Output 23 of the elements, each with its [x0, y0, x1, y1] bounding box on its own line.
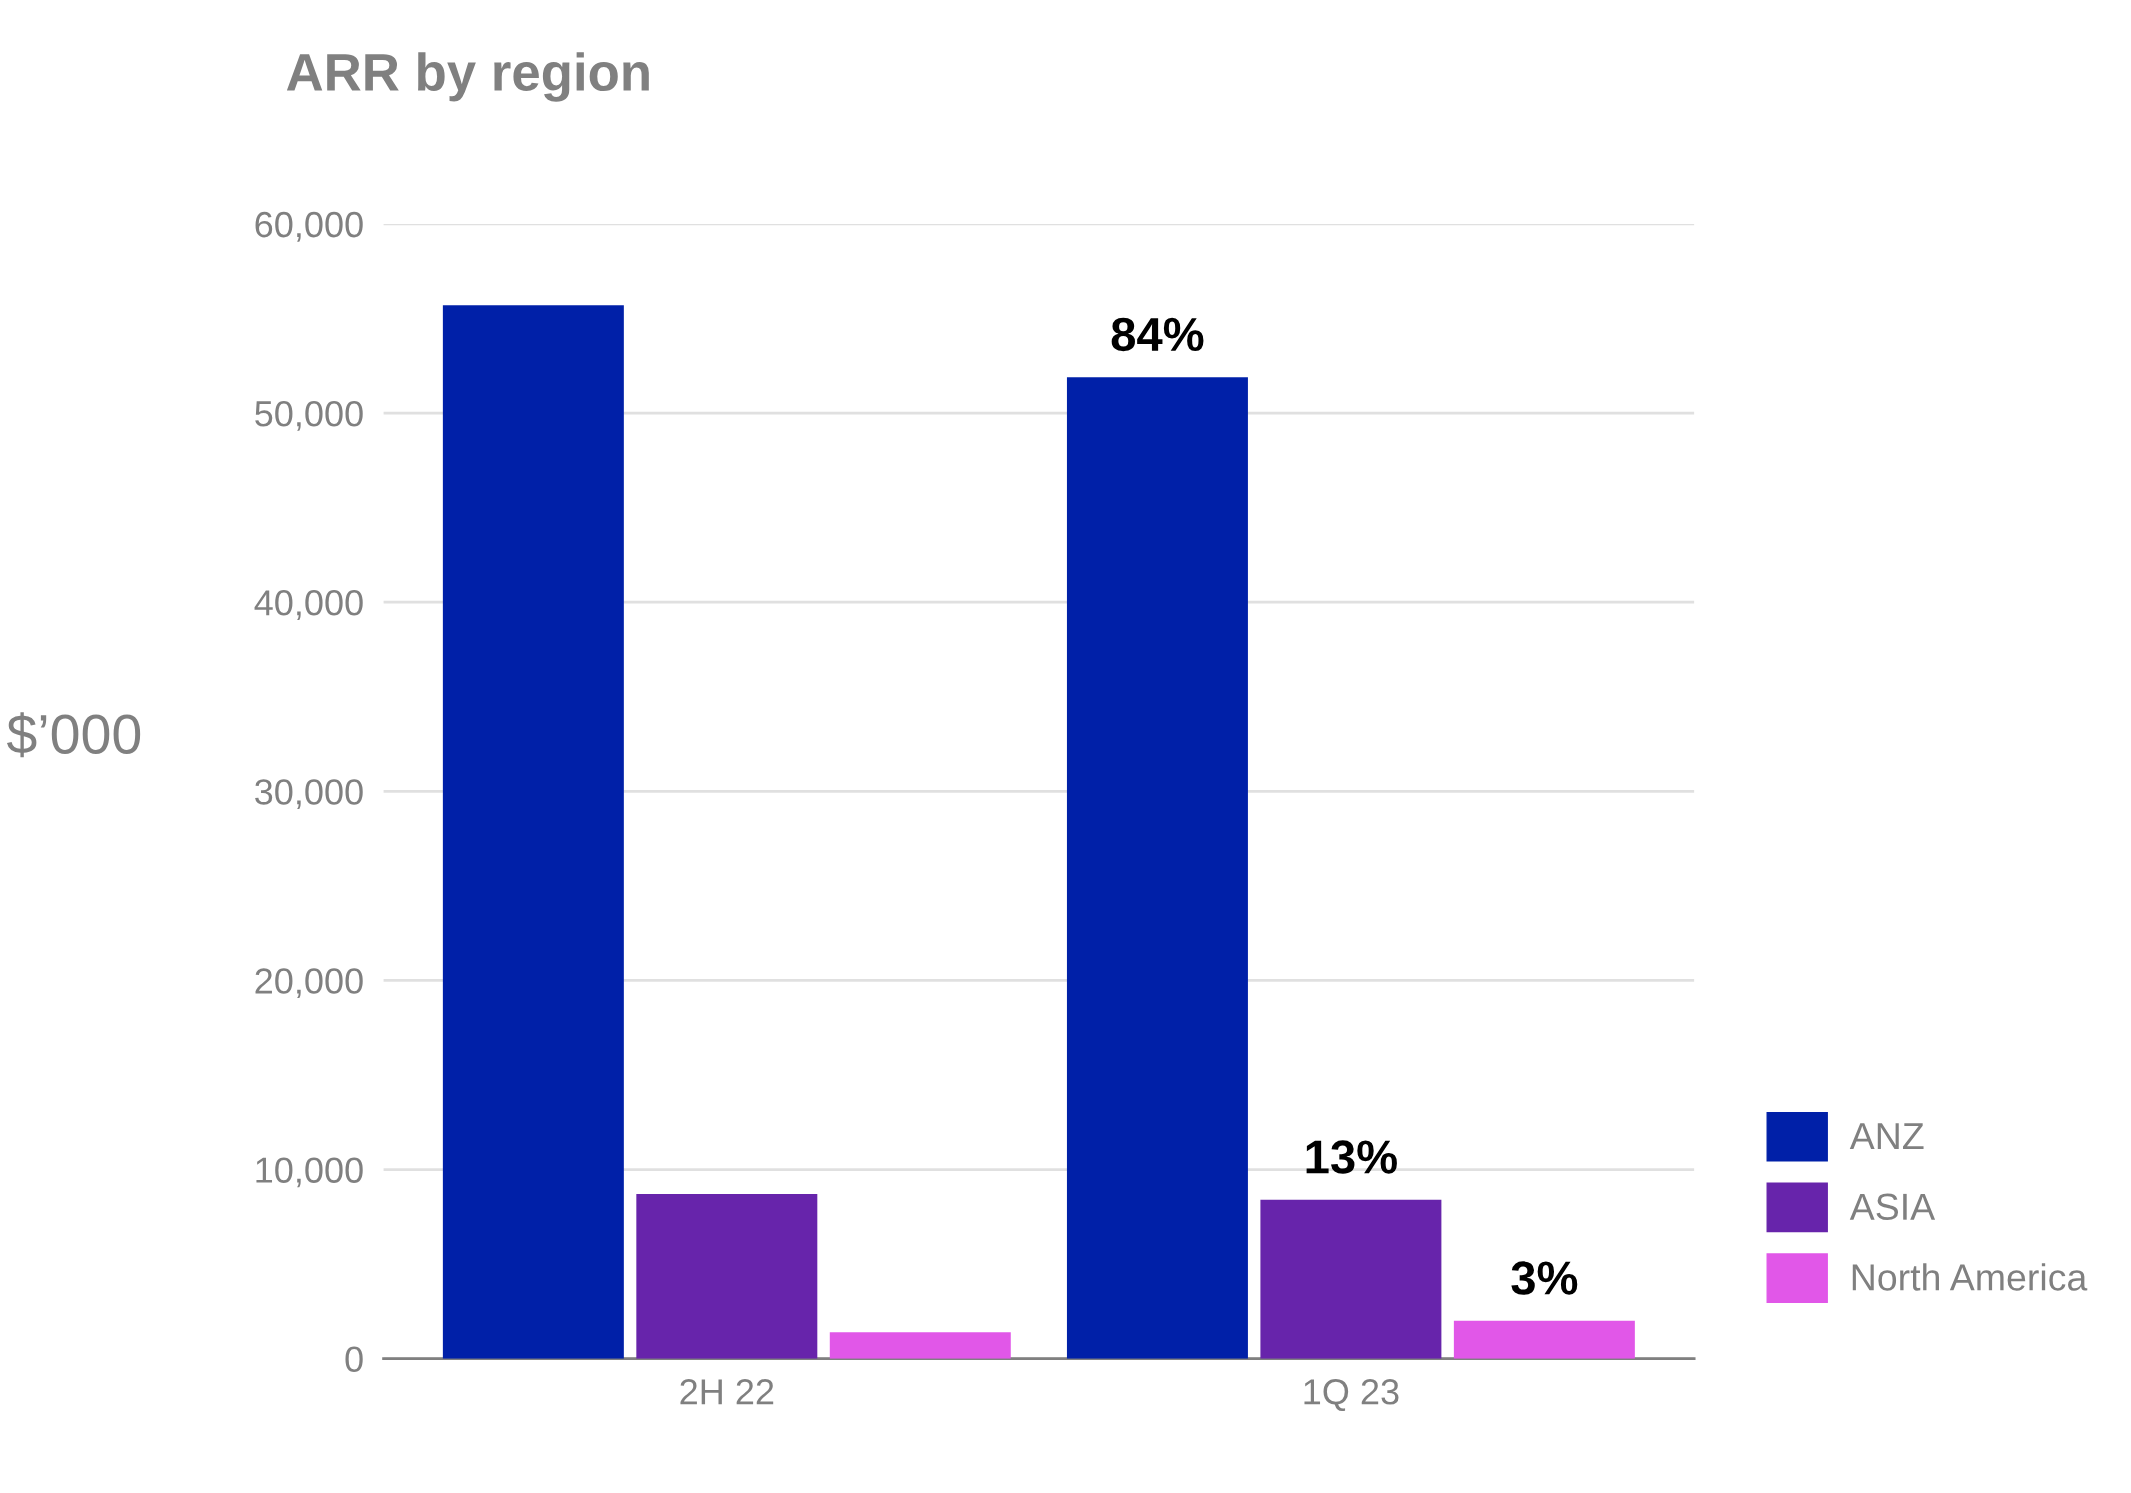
y-tick-label: 40,000 — [254, 590, 363, 620]
annotation: 3% — [1511, 1261, 1578, 1295]
bar — [1260, 1199, 1442, 1359]
legend-label: ANZ — [1849, 1123, 1924, 1149]
y-tick-label: 50,000 — [255, 400, 363, 431]
legend-label: North America — [1852, 1263, 2088, 1291]
bar — [1066, 377, 1248, 1359]
y-tick-label: 0 — [345, 1346, 363, 1373]
bar — [1453, 1320, 1635, 1359]
y-tick-label: 60,000 — [255, 211, 363, 242]
y-tick-label: 30,000 — [255, 779, 363, 809]
legend-label: ASIA — [1849, 1193, 1936, 1221]
y-tick-label: 10,000 — [256, 1157, 363, 1188]
y-axis-title: $’000 — [6, 712, 141, 758]
bar — [829, 1332, 1011, 1359]
bar — [636, 1194, 818, 1359]
chart-title: ARR by region — [286, 52, 649, 102]
bar — [442, 305, 624, 1359]
annotation: 84% — [1111, 317, 1204, 352]
annotation: 13% — [1306, 1140, 1397, 1174]
x-tick-label: 1Q 23 — [1304, 1379, 1399, 1412]
y-tick-label: 20,000 — [255, 968, 363, 999]
x-tick-label: 2H 22 — [680, 1379, 774, 1405]
